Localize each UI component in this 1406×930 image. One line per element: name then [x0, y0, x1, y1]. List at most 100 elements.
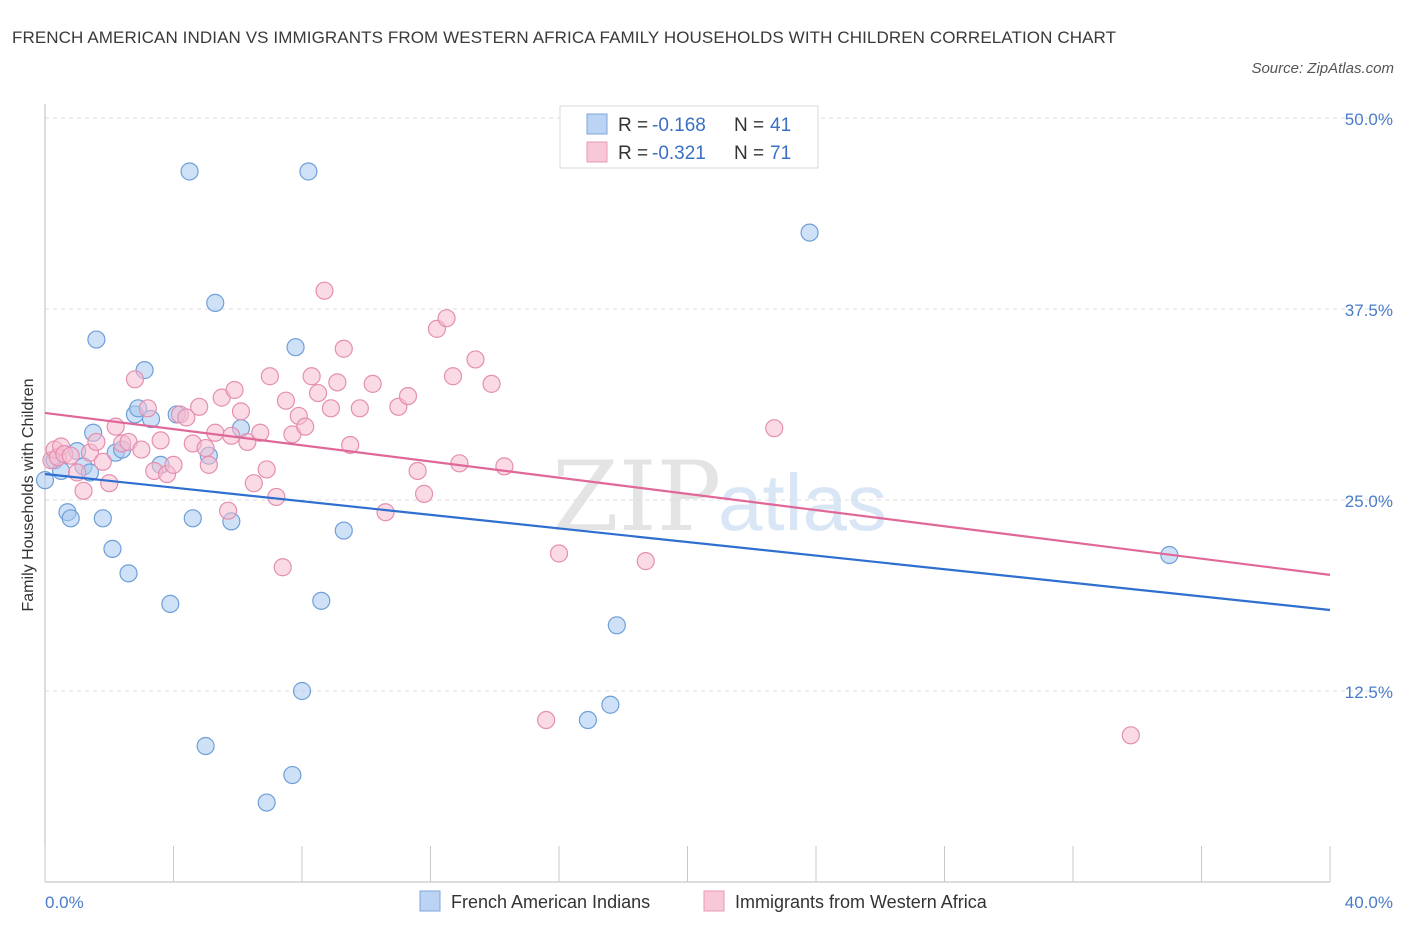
point-series-0-35	[334, 521, 353, 540]
point-series-0-33	[299, 162, 318, 181]
legend-r-label-2: R =	[618, 143, 648, 164]
legend-n-value-1: 41	[770, 115, 791, 136]
legend-r-value-1: -0.168	[652, 115, 706, 136]
point-series-1-60	[437, 309, 456, 328]
series-legend-swatch-immigrants-western-africa	[703, 890, 725, 912]
point-series-1-58	[414, 484, 434, 503]
point-series-1-56	[398, 386, 418, 406]
point-series-0-31	[286, 338, 305, 357]
point-series-1-27	[199, 455, 218, 474]
series-legend: French American Indians Immigrants from …	[419, 890, 988, 912]
point-series-1-38	[260, 367, 279, 386]
point-series-0-39	[800, 223, 819, 242]
legend-n-label-2: N =	[734, 143, 764, 164]
series-legend-swatch-french-american-indians	[419, 890, 441, 912]
point-series-1-46	[308, 383, 328, 403]
point-series-1-63	[466, 350, 485, 369]
point-series-1-48	[321, 399, 341, 418]
point-series-1-68	[636, 552, 655, 571]
y-axis-ticks: 12.5% 25.0% 37.5% 50.0%	[1345, 110, 1393, 702]
point-series-1-19	[151, 431, 170, 450]
point-series-1-33	[231, 402, 251, 421]
point-series-1-32	[225, 380, 244, 400]
point-series-1-51	[341, 435, 360, 455]
chart-title: FRENCH AMERICAN INDIAN VS IMMIGRANTS FRO…	[12, 28, 1117, 47]
point-series-1-7	[74, 481, 93, 500]
point-series-1-70	[1121, 726, 1140, 745]
point-series-0-9	[87, 330, 106, 349]
point-series-1-35	[244, 474, 263, 493]
point-series-1-40	[273, 558, 292, 577]
point-series-1-61	[443, 367, 463, 386]
point-series-1-23	[177, 408, 196, 427]
point-series-0-22	[180, 162, 199, 181]
point-series-1-49	[328, 373, 347, 392]
point-series-0-32	[292, 681, 312, 701]
point-series-1-44	[296, 417, 315, 436]
point-series-1-64	[482, 374, 501, 393]
point-series-0-4	[61, 509, 80, 528]
point-series-1-66	[537, 710, 556, 730]
point-series-0-0	[35, 471, 55, 490]
y-tick-label-0: 12.5%	[1345, 683, 1393, 702]
point-series-1-47	[315, 281, 334, 300]
x-tick-label-max: 40.0%	[1345, 893, 1393, 912]
point-series-1-53	[363, 374, 382, 393]
series-legend-label-french-american-indians: French American Indians	[451, 892, 650, 912]
watermark-zip: ZIP	[552, 441, 721, 553]
series-legend-label-immigrants-western-africa: Immigrants from Western Africa	[735, 892, 988, 912]
point-series-0-24	[196, 736, 215, 756]
point-series-0-11	[103, 539, 122, 558]
trend-line-series-0	[44, 472, 1331, 612]
point-series-1-21	[164, 455, 183, 474]
point-series-1-26	[196, 438, 215, 458]
point-series-0-20	[161, 594, 180, 614]
point-series-0-34	[312, 591, 331, 610]
point-series-0-14	[119, 564, 138, 583]
trend-line-series-1	[44, 411, 1331, 576]
point-series-1-69	[765, 419, 784, 438]
point-series-1-5	[61, 446, 80, 465]
source-credit: Source: ZipAtlas.com	[1251, 60, 1394, 77]
y-tick-label-2: 37.5%	[1345, 301, 1393, 320]
point-series-1-16	[132, 440, 151, 459]
legend-r-label-1: R =	[618, 115, 648, 136]
point-series-1-25	[190, 397, 209, 416]
point-series-1-50	[334, 339, 353, 358]
point-series-0-26	[206, 293, 225, 312]
legend-r-value-2: -0.321	[652, 143, 706, 164]
point-series-1-45	[302, 367, 321, 386]
point-series-1-9	[87, 432, 106, 452]
x-tick-label-min: 0.0%	[45, 893, 84, 912]
point-series-1-10	[93, 452, 112, 471]
point-series-1-11	[100, 474, 119, 493]
watermark-atlas: atlas	[718, 458, 887, 547]
point-series-0-10	[93, 509, 112, 528]
point-series-0-30	[283, 765, 302, 785]
point-series-1-41	[276, 391, 296, 410]
data-points	[35, 162, 1179, 812]
point-series-0-38	[607, 616, 626, 635]
point-series-1-54	[376, 503, 395, 522]
point-series-1-30	[219, 501, 238, 520]
correlation-legend: R = -0.168 N = 41 R = -0.321 N = 71	[559, 105, 819, 169]
y-tick-label-1: 25.0%	[1345, 492, 1393, 511]
y-tick-label-3: 50.0%	[1345, 110, 1393, 129]
point-series-0-36	[578, 710, 598, 730]
x-axis-ticks	[44, 846, 1331, 882]
legend-swatch-pink	[586, 141, 608, 163]
point-series-0-29	[257, 793, 276, 812]
y-axis-label: Family Households with Children	[20, 379, 37, 612]
point-series-1-37	[257, 460, 276, 479]
point-series-1-67	[549, 544, 569, 563]
point-series-1-36	[251, 423, 270, 442]
legend-n-label-1: N =	[734, 115, 764, 136]
point-series-1-17	[138, 399, 157, 418]
point-series-1-52	[350, 399, 369, 418]
legend-swatch-blue	[586, 113, 608, 135]
point-series-0-37	[601, 695, 620, 714]
point-series-1-57	[408, 461, 427, 481]
point-series-1-15	[125, 370, 145, 389]
trend-lines	[44, 411, 1331, 612]
